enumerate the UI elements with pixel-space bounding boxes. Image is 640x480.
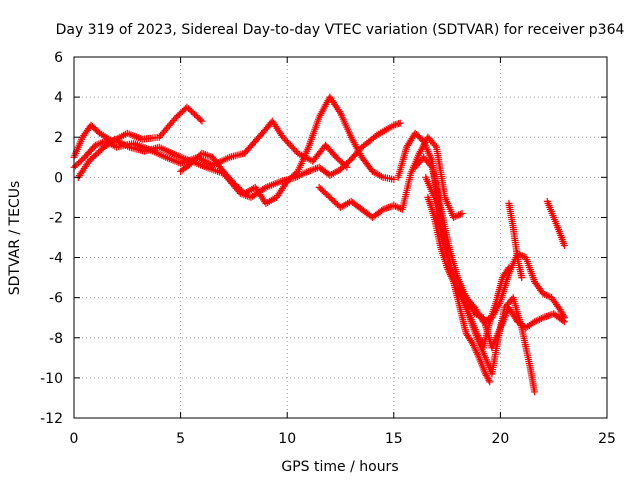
y-tick-label: 0 [54,170,63,186]
data-point [458,209,466,217]
series-track-10 [454,264,513,352]
x-axis-label: GPS time / hours [281,459,398,475]
data-point [453,212,461,220]
data-point [455,211,463,219]
plot-frame [73,56,608,419]
data-point [371,133,379,141]
data-point [484,375,492,383]
data-point [559,311,567,319]
data-point [283,138,291,146]
data-point [196,116,204,124]
y-tick-label: -2 [49,210,63,226]
data-point [396,119,404,127]
data-point [431,142,439,150]
data-point [504,265,512,273]
data-point [544,292,552,300]
data-point [558,309,566,317]
y-axis-label: SDTVAR / TECUs [7,181,23,296]
x-tick-label: 20 [491,431,509,447]
data-point [542,291,550,299]
data-point [280,135,288,143]
data-point [536,315,544,323]
y-tick-label: -12 [40,411,63,427]
data-point [456,210,464,218]
data-point [279,133,287,141]
data-point [531,318,539,326]
series-track-3 [74,119,404,201]
data-point [291,146,299,154]
series-track-11 [505,199,526,282]
data-point [286,141,294,149]
data-point [289,144,297,152]
y-tick-label: 4 [54,90,63,106]
data-point [285,140,293,148]
data-point [87,156,95,164]
data-point [260,184,268,192]
data-point [198,117,206,125]
x-tick-label: 10 [278,431,296,447]
data-point [473,311,481,319]
chart-title: Day 319 of 2023, Sidereal Day-to-day VTE… [56,22,625,38]
y-tick-label: -10 [40,371,63,387]
data-point [560,242,568,250]
series-track-5 [315,133,466,221]
data-point [471,310,479,318]
data-point [392,202,400,210]
tick-layer [73,56,608,419]
data-point [390,201,398,209]
y-tick-label: 2 [54,130,63,146]
data-layer [70,93,568,396]
data-point [91,151,99,159]
data-point [556,306,564,314]
y-tick-label: 6 [54,50,63,66]
data-point [482,371,490,379]
data-point [505,264,513,272]
data-point [537,315,545,323]
data-point [476,312,484,320]
data-point [85,157,93,165]
y-tick-label: -6 [49,291,63,307]
data-point [88,154,96,162]
data-point [481,370,489,378]
series-track-12 [543,197,568,250]
y-tick-labels: -12 -10 -8 -6 -4 -2 0 2 4 6 [40,50,63,427]
data-point [171,115,179,123]
data-point [532,317,540,325]
x-tick-label: 25 [598,431,616,447]
data-point [539,290,547,298]
data-point [288,143,296,151]
y-tick-label: -8 [49,331,63,347]
data-point [90,153,98,161]
data-point [534,316,542,324]
data-point [449,213,457,221]
data-point [560,318,568,326]
data-point [531,388,539,396]
x-tick-labels: 0 5 10 15 20 25 [70,431,616,447]
data-point [390,175,398,183]
data-point [93,150,101,158]
series-track-4 [177,93,398,207]
x-tick-label: 15 [385,431,403,447]
data-point [483,373,491,381]
data-point [559,317,567,325]
data-point [474,311,482,319]
data-point [282,136,290,144]
data-point [95,148,103,156]
data-point [557,307,565,315]
data-point [486,378,494,386]
data-point [427,162,435,170]
x-tick-label: 0 [70,431,79,447]
x-tick-label: 5 [176,431,185,447]
y-tick-label: -4 [49,251,63,267]
data-point [451,213,459,221]
data-point [541,290,549,298]
data-point [485,376,493,384]
data-point [518,274,526,282]
